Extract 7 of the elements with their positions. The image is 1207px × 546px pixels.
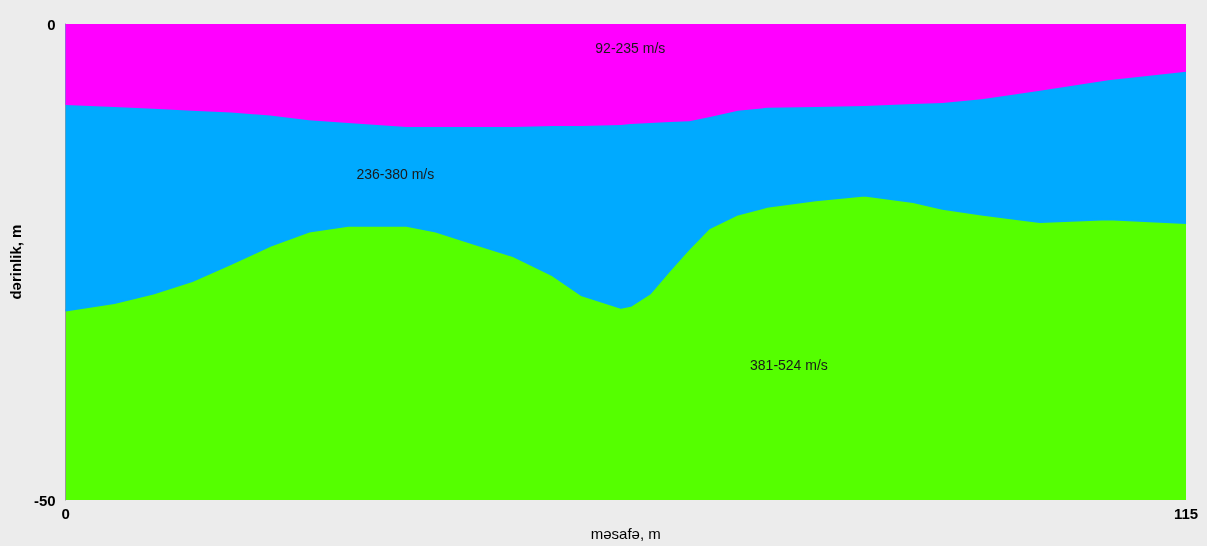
x-axis-title: məsafə, m [590,525,661,542]
y-axis-title: dərinlik, m [7,224,24,300]
annotation: 381-524 m/s [750,356,828,373]
annotation: 236-380 m/s [356,166,435,183]
x-tick-label: 115 [1173,505,1199,523]
y-tick-label: -50 [33,491,56,509]
annotation: 92-235 m/s [595,40,666,57]
